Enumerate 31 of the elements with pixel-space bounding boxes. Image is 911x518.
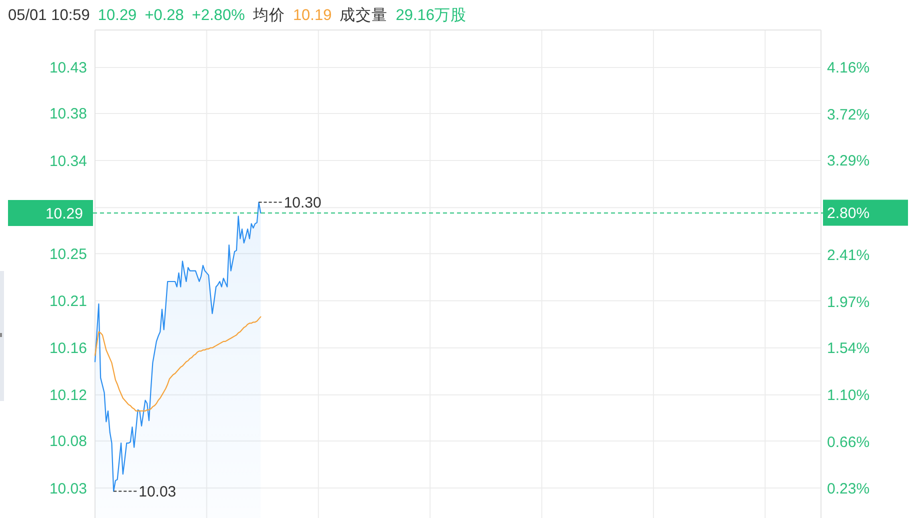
y-tick-label: 10.43 bbox=[49, 60, 87, 77]
y-tick-label: 10.25 bbox=[49, 246, 87, 263]
y2-tick-label: 2.80% bbox=[827, 204, 870, 222]
ref-line-label: 10.29 bbox=[45, 205, 83, 222]
y2-tick-label: 0.23% bbox=[827, 480, 870, 498]
y-tick-label: 10.12 bbox=[49, 387, 87, 404]
text: 29.16万股 bbox=[396, 7, 467, 24]
y2-tick-label: 3.29% bbox=[827, 152, 870, 170]
y-tick-label: 10.03 bbox=[49, 480, 87, 498]
y-tick-label: 10.21 bbox=[49, 293, 87, 310]
data-label: 10.03 bbox=[138, 483, 176, 500]
y2-tick-label: 1.10% bbox=[827, 387, 870, 404]
y-tick-label: 10.08 bbox=[49, 433, 87, 450]
y2-tick-label: 3.72% bbox=[827, 106, 870, 124]
y2-tick-label: 1.54% bbox=[827, 340, 870, 357]
y2-tick-label: 4.16% bbox=[827, 59, 870, 76]
text: +0.28 bbox=[144, 7, 184, 24]
y-tick-label: 10.16 bbox=[49, 340, 87, 358]
text: 10.19 bbox=[292, 7, 332, 24]
y2-tick-label: 2.41% bbox=[827, 246, 870, 264]
text: 10.29 bbox=[98, 7, 137, 24]
y2-tick-label: 1.97% bbox=[827, 294, 870, 311]
line-series bbox=[94, 316, 262, 412]
text: 成交量 bbox=[340, 6, 388, 24]
text: 均价 bbox=[252, 7, 285, 24]
y-tick-label: 10.34 bbox=[49, 152, 87, 170]
y-tick-label: 10.38 bbox=[49, 106, 87, 123]
y2-tick-label: 0.66% bbox=[827, 434, 870, 452]
chart-title: 05/01 10:59 bbox=[8, 7, 90, 24]
text: +2.80% bbox=[192, 7, 246, 24]
data-label: 10.30 bbox=[284, 194, 322, 212]
